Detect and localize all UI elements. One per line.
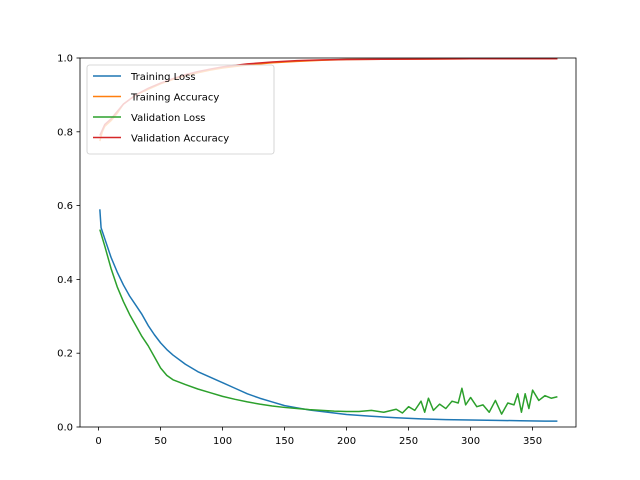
legend-label: Validation Loss xyxy=(131,113,206,124)
y-axis: 0.0 0.2 0.4 0.6 0.8 1.0 xyxy=(57,54,80,434)
x-tick-label: 250 xyxy=(399,436,418,447)
legend-label: Training Loss xyxy=(130,72,196,83)
x-tick-label: 50 xyxy=(154,436,167,447)
x-tick-label: 200 xyxy=(337,436,356,447)
legend-box xyxy=(86,64,275,155)
x-tick-label: 150 xyxy=(275,436,294,447)
series-line-training-loss xyxy=(99,209,558,422)
x-tick-label: 300 xyxy=(461,436,480,447)
y-tick-label: 0.8 xyxy=(57,127,73,138)
y-tick-label: 0.6 xyxy=(57,201,73,212)
legend-label: Validation Accuracy xyxy=(131,134,229,145)
series-line-validation-loss xyxy=(99,229,558,415)
x-axis: 0 50 100 150 200 250 300 350 xyxy=(95,427,542,447)
y-tick-label: 0.0 xyxy=(57,423,73,434)
y-tick-label: 1.0 xyxy=(57,54,73,65)
x-tick-label: 350 xyxy=(523,436,542,447)
x-tick-label: 100 xyxy=(213,436,232,447)
y-tick-label: 0.2 xyxy=(57,349,73,360)
x-tick-label: 0 xyxy=(95,436,101,447)
plot-frame xyxy=(79,57,577,428)
y-tick-label: 0.4 xyxy=(57,275,73,286)
legend-label: Training Accuracy xyxy=(130,93,219,104)
legend: Training Loss Training Accuracy Validation… xyxy=(86,64,275,155)
